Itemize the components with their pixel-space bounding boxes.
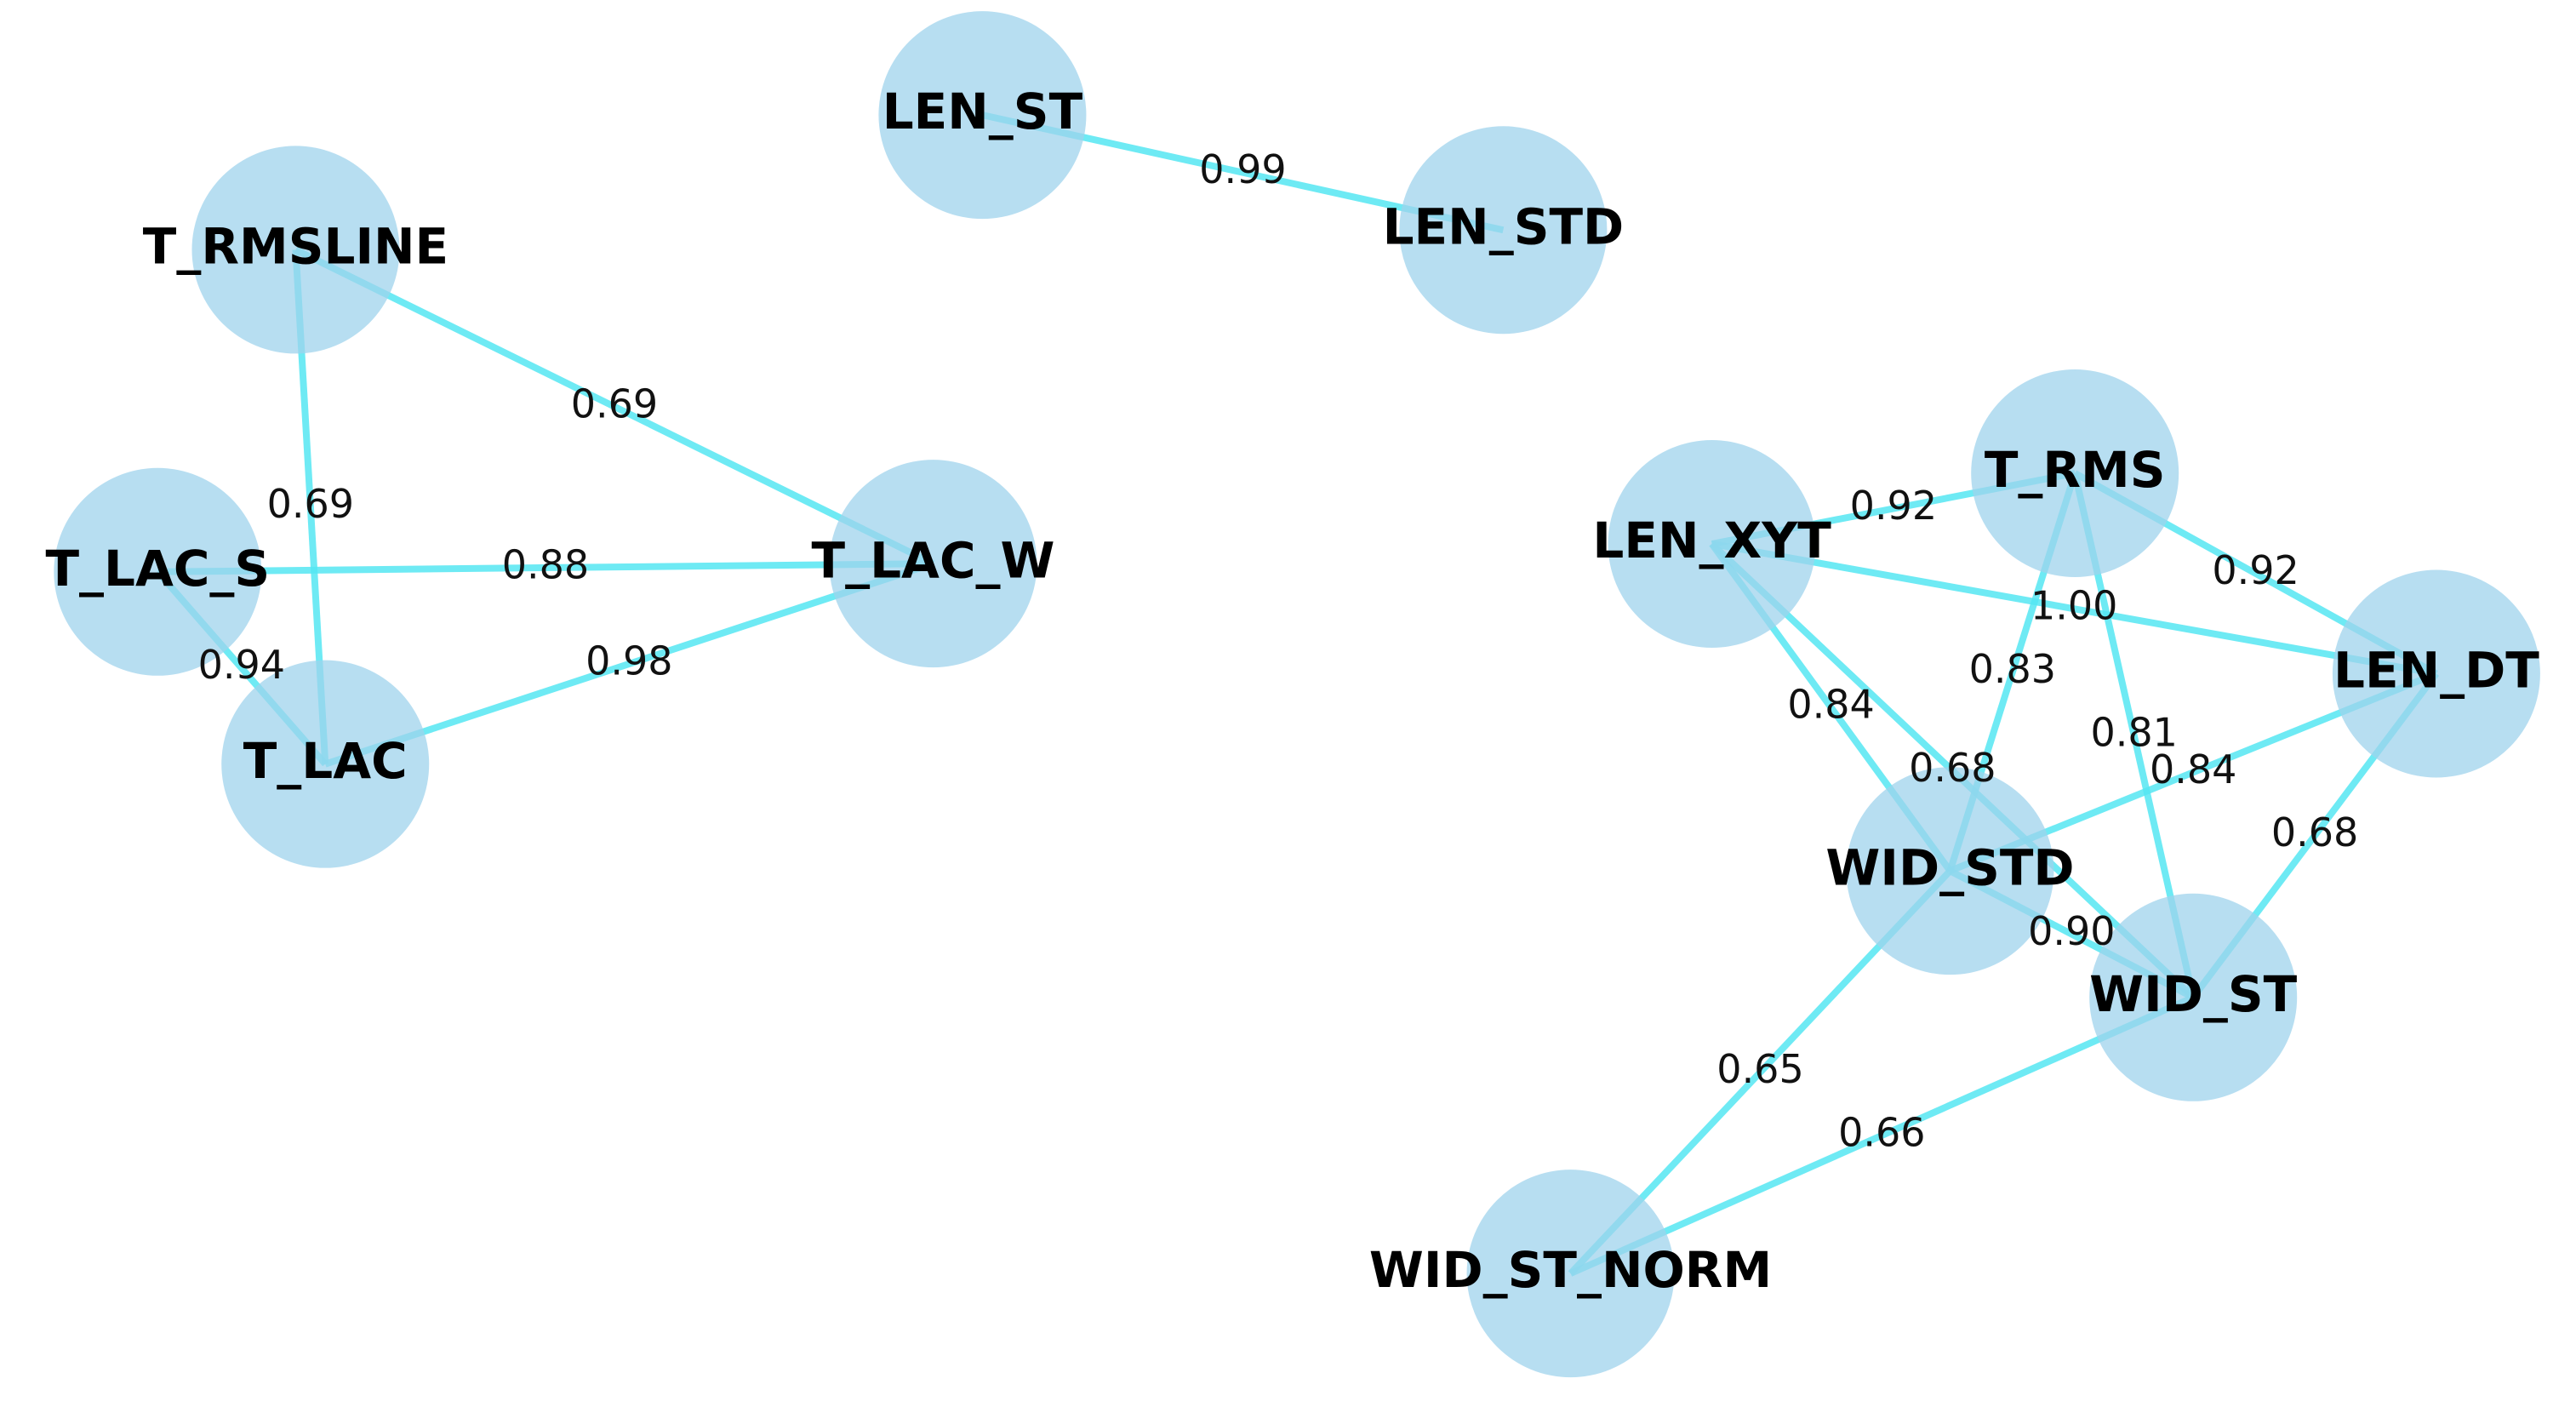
edge-weight-label: 0.92 <box>2212 547 2299 593</box>
edge-weight-label: 0.68 <box>1909 745 1996 791</box>
edge-weight-label: 0.69 <box>571 380 658 426</box>
node <box>1466 1170 1675 1378</box>
edge-weight-label: 0.69 <box>267 481 354 527</box>
node <box>54 467 262 676</box>
node <box>1971 369 2179 577</box>
node-label: WID_ST <box>2089 965 2297 1023</box>
node-label: T_RMSLINE <box>143 218 448 276</box>
node <box>878 11 1087 220</box>
node-label: WID_STD <box>1825 838 2074 896</box>
edge-weight-label: 0.99 <box>1199 146 1286 192</box>
edge-weight-label: 0.66 <box>1838 1109 1925 1155</box>
node-label: LEN_ST <box>882 83 1083 140</box>
edge-label-layer: 0.99 0.69 0.69 0.88 0.94 0.98 0.92 0.92 1.00 0.84… <box>198 146 2359 1155</box>
edge-weight-label: 0.84 <box>1787 682 1874 728</box>
edge-weight-label: 0.98 <box>585 638 672 683</box>
node-label: LEN_DT <box>2333 642 2539 700</box>
edge-weight-label: 0.68 <box>2271 809 2358 855</box>
edge-weight-label: 0.83 <box>1969 646 2056 692</box>
edge-weight-label: 0.65 <box>1716 1046 1803 1092</box>
node-label: LEN_STD <box>1383 197 1625 255</box>
node-label: T_LAC <box>243 732 408 790</box>
node-layer <box>54 11 2540 1378</box>
edge-layer <box>155 112 2440 1277</box>
edge-weight-label: 0.84 <box>2150 746 2236 792</box>
node-label: T_LAC_S <box>45 540 270 598</box>
node <box>221 660 430 868</box>
node-label-layer: LEN_ST LEN_STD T_RMSLINE T_LAC_S T_LAC_W T_LA… <box>45 83 2539 1299</box>
edge <box>294 246 935 567</box>
edge-weight-label: 0.81 <box>2090 709 2177 755</box>
edge <box>1568 994 2195 1277</box>
node <box>1846 767 2054 975</box>
edge-weight-label: 0.94 <box>198 642 285 688</box>
node-label: WID_ST_NORM <box>1369 1241 1772 1299</box>
node-label: T_RMS <box>1985 441 2166 499</box>
edge-weight-label: 0.92 <box>1850 483 1937 529</box>
node <box>1608 439 1816 648</box>
edge <box>323 560 934 768</box>
edge-weight-label: 0.90 <box>2028 908 2115 954</box>
node <box>2089 893 2298 1101</box>
node <box>829 460 1037 668</box>
node <box>191 146 400 354</box>
edge <box>1711 540 2437 678</box>
node <box>1399 126 1608 335</box>
edge-weight-label: 1.00 <box>2031 583 2117 629</box>
node <box>2332 569 2540 778</box>
node-label: LEN_XYT <box>1592 512 1831 569</box>
edge <box>157 560 934 575</box>
edge-weight-label: 0.88 <box>502 541 589 587</box>
node-label: T_LAC_W <box>812 531 1055 589</box>
